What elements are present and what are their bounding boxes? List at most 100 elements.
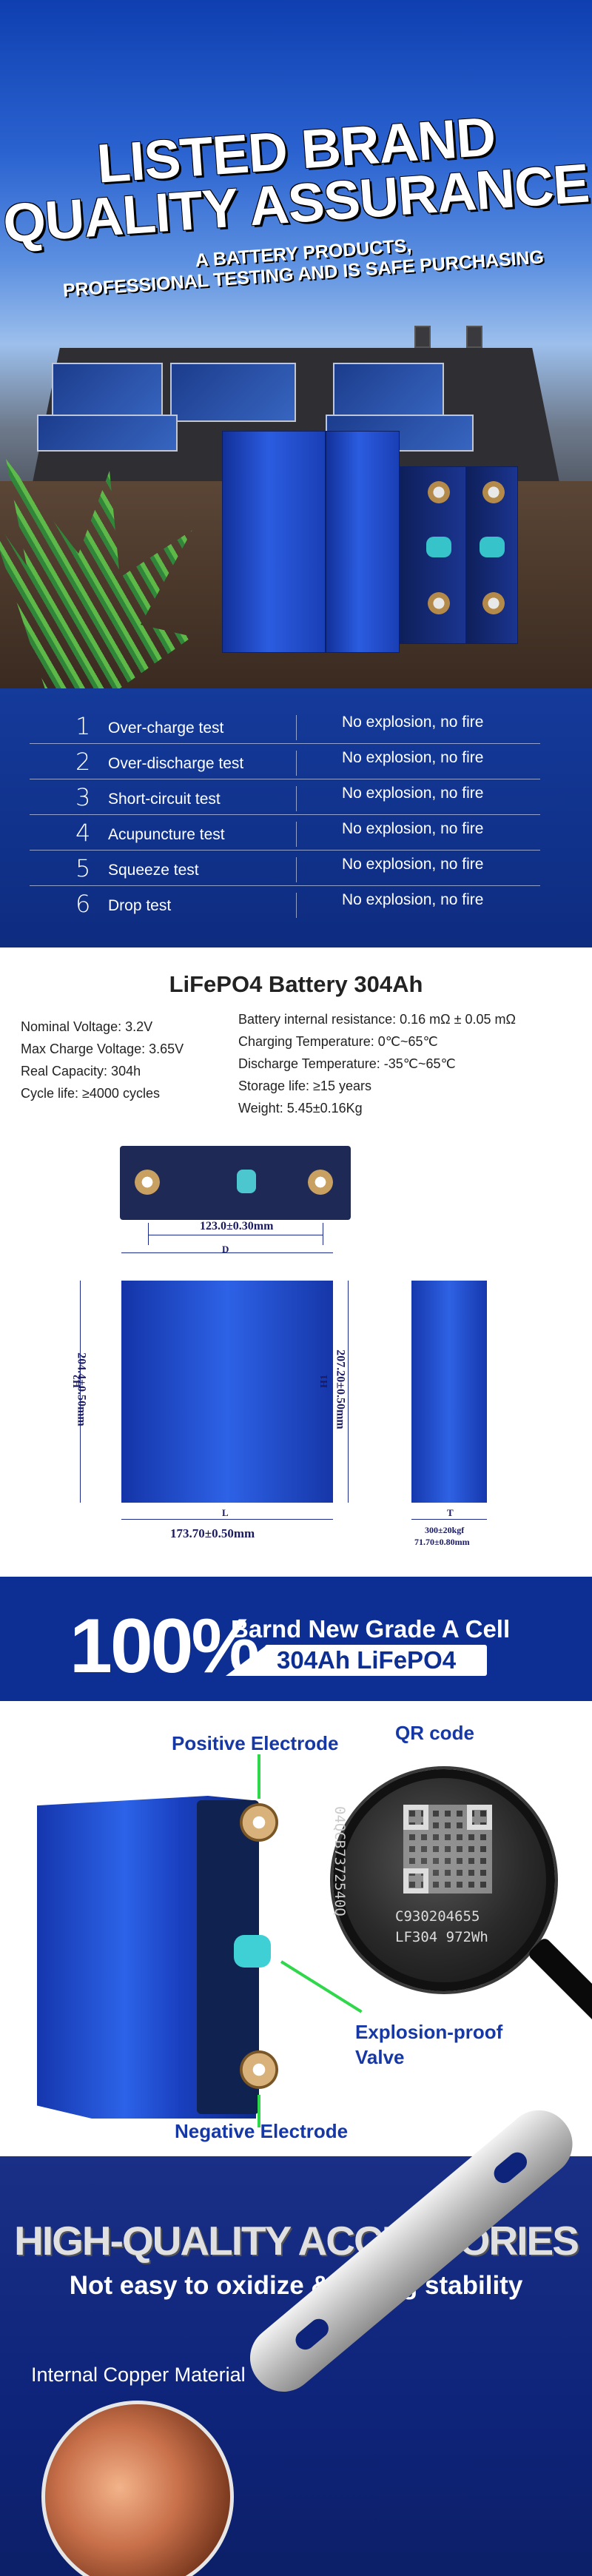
spec-list-left: Nominal Voltage: 3.2V Max Charge Voltage… bbox=[21, 1016, 184, 1104]
qr-finder bbox=[467, 1805, 492, 1830]
dimension-label: 71.70±0.80mm bbox=[414, 1537, 470, 1547]
test-name: Over-discharge test bbox=[108, 755, 244, 772]
engraved-model: LF304 972Wh bbox=[395, 1929, 488, 1945]
safety-test-table: 1 Over-charge test No explosion, no fire… bbox=[0, 688, 592, 947]
copper-material-image bbox=[41, 2401, 234, 2576]
divider bbox=[296, 893, 297, 918]
spec-item: Charging Temperature: 0℃~65℃ bbox=[238, 1034, 438, 1049]
qr-code-label: QR code bbox=[395, 1722, 474, 1744]
test-result: No explosion, no fire bbox=[342, 891, 484, 908]
dimension-line bbox=[411, 1519, 487, 1520]
solar-panel bbox=[52, 363, 163, 422]
dimension-label: 300±20kgf bbox=[425, 1525, 465, 1535]
spec-item: Storage life: ≥15 years bbox=[238, 1079, 371, 1093]
divider bbox=[296, 822, 297, 847]
explosion-proof-valve bbox=[234, 1935, 271, 1968]
dimension-label: 207.20±0.50mm bbox=[334, 1349, 347, 1429]
banner-percentage: 100% bbox=[70, 1603, 260, 1689]
terminal-bolt bbox=[428, 481, 450, 503]
dimension-line bbox=[148, 1223, 149, 1245]
test-row: 5 Squeeze test No explosion, no fire bbox=[0, 851, 592, 887]
test-name: Short-circuit test bbox=[108, 791, 221, 808]
test-name: Over-charge test bbox=[108, 720, 224, 737]
qr-finder bbox=[403, 1868, 428, 1894]
test-number: 6 bbox=[75, 890, 91, 918]
test-result: No explosion, no fire bbox=[342, 714, 484, 731]
solar-panel bbox=[170, 363, 296, 422]
qr-code-image bbox=[403, 1805, 492, 1894]
cell-side-view-drawing bbox=[411, 1281, 487, 1503]
test-name: Acupuncture test bbox=[108, 826, 225, 843]
cell-top-view-drawing bbox=[120, 1146, 351, 1220]
test-result: No explosion, no fire bbox=[342, 856, 484, 873]
qr-finder bbox=[403, 1805, 428, 1830]
dimension-letter: D bbox=[222, 1244, 229, 1255]
vent-label-line2: Valve bbox=[355, 2046, 405, 2068]
banner-line2: 304Ah LiFePO4 bbox=[277, 1646, 457, 1674]
dimension-letter: L bbox=[222, 1507, 229, 1518]
divider bbox=[30, 850, 540, 851]
engraved-code-vertical: 04QCB7372540Q bbox=[332, 1806, 348, 1916]
divider bbox=[296, 751, 297, 776]
copper-material-label: Internal Copper Material bbox=[31, 2364, 246, 2386]
spec-item: Nominal Voltage: 3.2V bbox=[21, 1019, 153, 1034]
divider bbox=[30, 814, 540, 815]
solar-panel bbox=[37, 415, 178, 452]
busbar-hole bbox=[490, 2148, 531, 2187]
vent-label: Explosion-proof bbox=[355, 2021, 503, 2043]
divider bbox=[296, 857, 297, 882]
chimney bbox=[466, 326, 482, 348]
test-result: No explosion, no fire bbox=[342, 785, 484, 802]
hero-section: LISTED BRAND QUALITY ASSURANCE A BATTERY… bbox=[0, 0, 592, 688]
dimension-line bbox=[348, 1281, 349, 1503]
test-number: 4 bbox=[75, 819, 91, 847]
divider bbox=[30, 885, 540, 886]
dimension-label: 173.70±0.50mm bbox=[170, 1526, 255, 1540]
test-number: 2 bbox=[75, 748, 91, 776]
dimension-line bbox=[121, 1519, 333, 1520]
solar-panel bbox=[333, 363, 444, 422]
terminal-bolt bbox=[482, 481, 505, 503]
dimension-label: 123.0±0.30mm bbox=[200, 1220, 274, 1232]
safety-vent bbox=[426, 537, 451, 557]
terminal-bolt bbox=[428, 592, 450, 614]
spec-item: Discharge Temperature: -35℃~65℃ bbox=[238, 1056, 456, 1071]
test-result: No explosion, no fire bbox=[342, 820, 484, 837]
dimension-line bbox=[121, 1252, 333, 1253]
divider bbox=[296, 786, 297, 811]
banner-line1: Barnd New Grade A Cell bbox=[231, 1615, 511, 1643]
spec-item: Battery internal resistance: 0.16 mΩ ± 0… bbox=[238, 1012, 516, 1027]
test-row: 4 Acupuncture test No explosion, no fire bbox=[0, 816, 592, 851]
spec-item: Weight: 5.45±0.16Kg bbox=[238, 1101, 363, 1116]
test-number: 5 bbox=[75, 854, 91, 882]
test-row: 2 Over-discharge test No explosion, no f… bbox=[0, 745, 592, 780]
dimension-line bbox=[80, 1281, 81, 1503]
negative-terminal bbox=[240, 2050, 278, 2089]
spec-item: Real Capacity: 304h bbox=[21, 1064, 141, 1079]
test-row: 6 Drop test No explosion, no fire bbox=[0, 887, 592, 922]
cell-front-view-drawing bbox=[121, 1281, 333, 1503]
dimension-label: 204.4±0.50mm bbox=[75, 1352, 88, 1426]
engraved-serial: C930204655 bbox=[395, 1908, 480, 1925]
negative-electrode-label: Negative Electrode bbox=[175, 2120, 349, 2142]
battery-cell-image bbox=[222, 431, 326, 653]
safety-vent bbox=[480, 537, 505, 557]
spec-list-right: Battery internal resistance: 0.16 mΩ ± 0… bbox=[238, 1008, 516, 1119]
test-result: No explosion, no fire bbox=[342, 749, 484, 766]
test-row: 1 Over-charge test No explosion, no fire bbox=[0, 709, 592, 745]
positive-terminal bbox=[240, 1803, 278, 1842]
pointer-line bbox=[258, 1754, 260, 1799]
chimney bbox=[414, 326, 431, 348]
grade-a-banner: 100% Barnd New Grade A Cell 304Ah LiFePO… bbox=[0, 1577, 592, 1701]
vent-icon bbox=[237, 1170, 256, 1193]
busbar-hole bbox=[292, 2315, 333, 2354]
product-feature-section: Positive Electrode QR code Explosion-pro… bbox=[0, 1701, 592, 2156]
test-name: Drop test bbox=[108, 897, 172, 914]
dimension-letter: H1 bbox=[318, 1375, 330, 1388]
spec-item: Max Charge Voltage: 3.65V bbox=[21, 1042, 184, 1056]
accessories-title: HIGH-QUALITY ACCESSORIES bbox=[14, 2218, 579, 2264]
test-row: 3 Short-circuit test No explosion, no fi… bbox=[0, 780, 592, 816]
terminal-icon bbox=[135, 1170, 160, 1195]
pointer-line bbox=[258, 2095, 260, 2127]
